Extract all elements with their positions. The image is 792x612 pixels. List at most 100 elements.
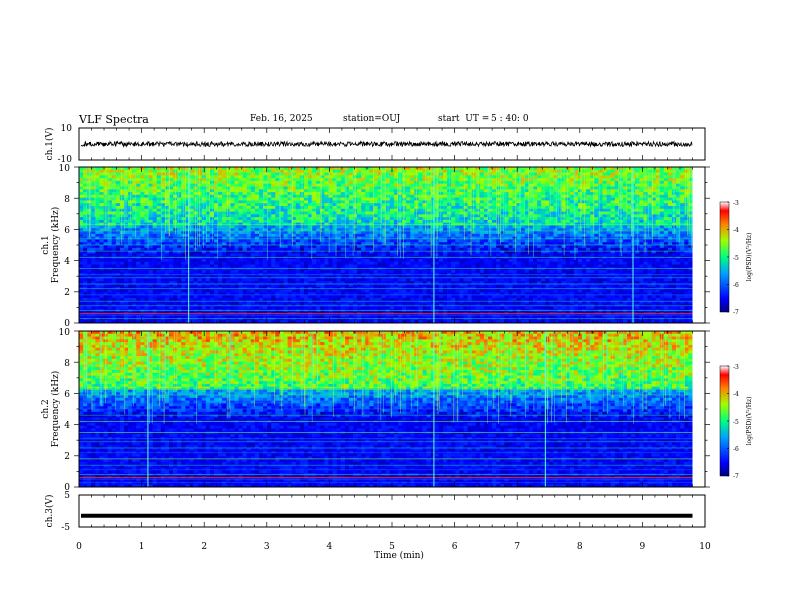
spectrogram-cell [140, 208, 145, 212]
spectrogram-cell [197, 178, 202, 182]
spectrogram-cell [271, 217, 276, 221]
spectrogram-cell [132, 175, 137, 179]
spectrogram-cell [528, 214, 534, 218]
spectrogram-cell [663, 228, 669, 232]
spectrogram-cell [197, 208, 202, 212]
spectrogram-cell [308, 192, 313, 196]
spectrogram-cell [590, 194, 595, 198]
spectrogram-cell [471, 236, 477, 240]
spectrogram-cell [160, 250, 166, 254]
spectrogram-cell [295, 208, 301, 212]
spectrogram-cell [467, 203, 472, 207]
spectrogram-cell [303, 206, 309, 210]
spectrogram-cell [246, 219, 252, 224]
spectrogram-cell [316, 172, 321, 176]
spectrogram-cell [123, 245, 129, 249]
spectrogram-cell [602, 231, 607, 235]
spectrogram-cell [205, 242, 211, 246]
spectrogram-cell [389, 189, 395, 193]
spectrogram-cell [152, 236, 158, 240]
spectrogram-cell [680, 189, 685, 193]
spectrogram-cell [115, 169, 121, 173]
spectrogram-cell [156, 178, 162, 182]
spectrogram-cell [128, 194, 133, 198]
spectrogram-cell [422, 189, 427, 193]
spectrogram-cell [492, 175, 497, 179]
spectrogram-cell [99, 200, 104, 204]
spectrogram-cell [614, 167, 620, 171]
spectrogram-cell [561, 228, 566, 232]
spectrogram-cell [132, 192, 137, 196]
spectrogram-cell [156, 208, 162, 212]
spectrogram-cell [627, 211, 632, 215]
spectrogram-cell [557, 245, 562, 249]
spectrogram-cell [91, 233, 96, 237]
spectrogram-cell [537, 211, 542, 215]
spectrogram-cell [136, 247, 141, 251]
spectrogram-cell [299, 231, 305, 235]
spectrogram-cell [569, 206, 575, 210]
spectrogram-cell [111, 219, 117, 224]
spectrogram-cell [577, 236, 583, 240]
spectrogram-cell [189, 183, 194, 187]
spectrogram-cell [418, 178, 423, 182]
spectrogram-cell [639, 183, 644, 187]
spectrogram-cell [234, 217, 239, 221]
spectrogram-cell [492, 208, 497, 212]
spectrogram-cell [463, 228, 468, 232]
spectrogram-cell [185, 197, 190, 201]
spectrogram-cell [361, 247, 366, 251]
spectrogram-cell [197, 172, 202, 176]
spectrogram-cell [160, 236, 166, 240]
spectrogram-cell [627, 172, 632, 176]
spectrogram-cell [676, 203, 681, 207]
spectrogram-cell [504, 228, 509, 232]
spectrogram-cell [222, 172, 227, 176]
spectrogram-cell [635, 225, 640, 229]
spectrogram-cell [185, 236, 190, 240]
spectrogram-cell [271, 169, 276, 173]
spectrogram-cell [287, 250, 292, 254]
spectrogram-cell [651, 206, 656, 210]
spectrogram-cell [532, 183, 538, 187]
spectrogram-cell [197, 250, 202, 254]
spectrogram-cell [594, 239, 599, 243]
spectrogram-cell [160, 197, 166, 201]
spectrogram-cell [168, 186, 174, 190]
spectrogram-cell [242, 247, 247, 251]
spectrogram-cell [308, 225, 313, 229]
spectrogram-cell [173, 222, 178, 226]
spectrogram-cell [164, 222, 170, 226]
spectrogram-cell [136, 167, 141, 171]
spectrogram-cell [549, 245, 554, 249]
spectrogram-cell [627, 180, 632, 185]
spectrogram-cell [246, 197, 252, 201]
spectrogram-cell [156, 225, 162, 229]
spectrogram-cell [213, 247, 219, 251]
spectrogram-cell [291, 214, 297, 218]
spectrogram-cell [426, 200, 432, 204]
spectrogram-cell [663, 194, 669, 198]
spectrogram-cell [545, 231, 550, 235]
spectrogram-cell [455, 200, 460, 204]
spectrogram-cell [115, 236, 121, 240]
spectrogram-cell [222, 203, 227, 207]
spectrogram-cell [508, 253, 513, 257]
spectrogram-cell [140, 245, 145, 249]
spectrogram-cell [258, 169, 264, 173]
spectrogram-cell [500, 200, 505, 204]
spectrogram-cell [520, 253, 526, 257]
spectrogram-cell [512, 214, 517, 218]
spectrogram-cell [115, 214, 121, 218]
spectrogram-cell [369, 200, 374, 204]
spectrogram-cell [242, 222, 247, 226]
spectrogram-cell [373, 228, 378, 232]
spectrogram-cell [79, 178, 84, 182]
spectrogram-cell [537, 245, 542, 249]
spectrogram-cell [532, 197, 538, 201]
spectrogram-cell [479, 231, 485, 235]
ch1-waveform-ticks [78, 128, 706, 160]
spectrogram-cell [647, 180, 652, 185]
spectrogram-cell [532, 208, 538, 212]
spectrogram-cell [635, 217, 640, 221]
